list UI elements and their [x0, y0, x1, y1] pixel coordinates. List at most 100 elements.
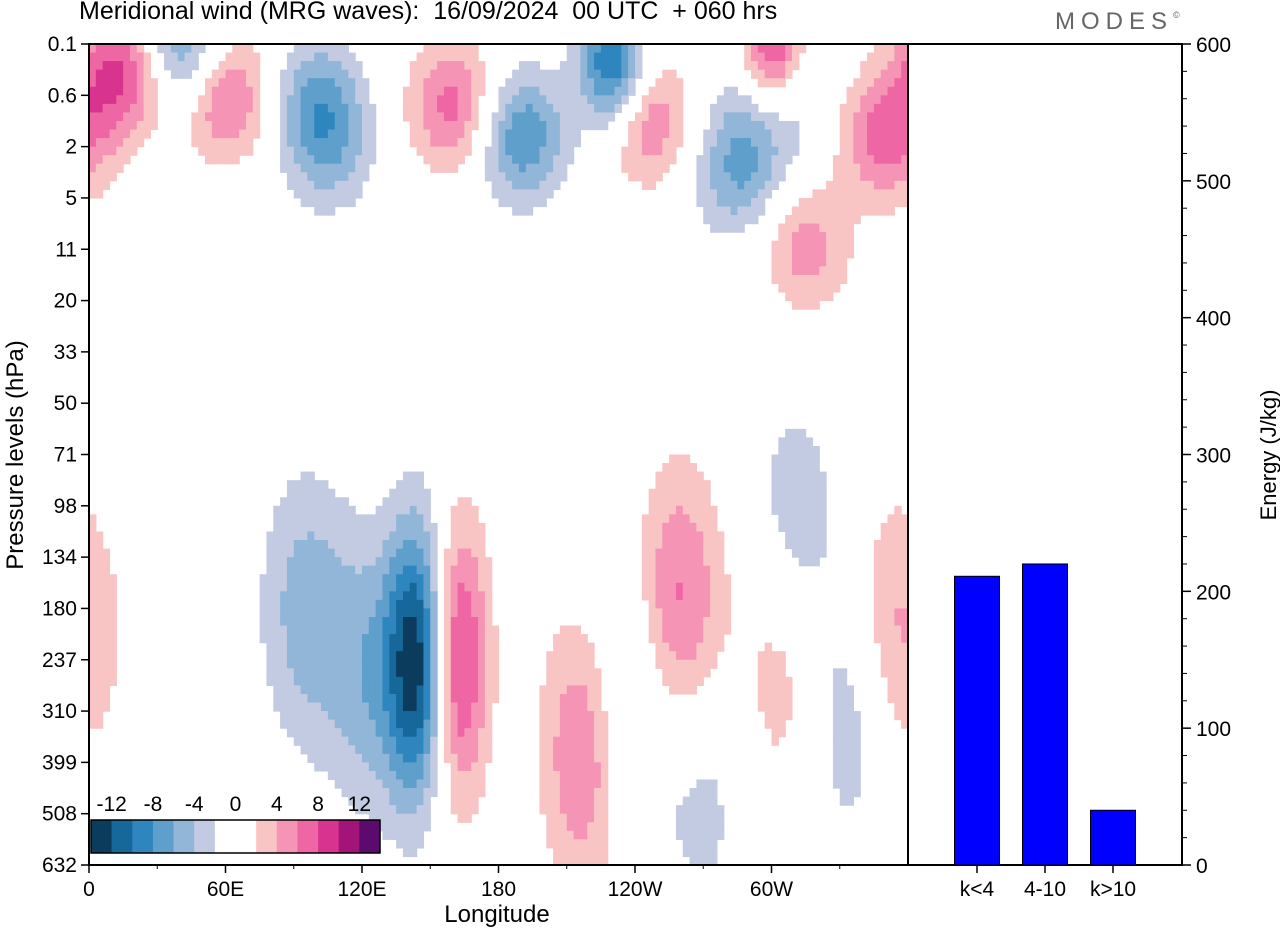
heatmap-cell: [382, 599, 390, 610]
heatmap-cell: [696, 625, 704, 635]
heatmap-cell: [341, 608, 349, 618]
heatmap-cell: [600, 822, 609, 832]
heatmap-cell: [416, 779, 425, 789]
heatmap-cell: [402, 839, 411, 849]
heatmap-cell: [641, 540, 650, 550]
heatmap-cell: [771, 693, 779, 704]
heatmap-cell: [785, 437, 793, 447]
heatmap-cell: [873, 172, 882, 182]
heatmap-cell: [409, 514, 418, 524]
heatmap-cell: [539, 753, 547, 763]
heatmap-cell: [812, 300, 820, 310]
heatmap-cell: [546, 779, 554, 789]
heatmap-cell: [873, 599, 882, 610]
heatmap-cell: [587, 103, 595, 114]
heatmap-cell: [798, 215, 807, 225]
heatmap-cell: [402, 582, 411, 592]
heatmap-cell: [546, 728, 554, 738]
heatmap-cell: [362, 788, 370, 798]
heatmap-cell: [587, 86, 595, 96]
heatmap-cell: [655, 112, 663, 122]
heatmap-cell: [280, 685, 288, 695]
heatmap-cell: [430, 711, 438, 721]
heatmap-cell: [901, 634, 908, 644]
heatmap-cell: [546, 69, 554, 79]
heatmap-cell: [389, 514, 397, 524]
heatmap-cell: [791, 215, 800, 225]
heatmap-cell: [546, 129, 554, 139]
heatmap-cell: [300, 659, 308, 669]
heatmap-cell: [778, 505, 786, 515]
heatmap-cell: [280, 651, 288, 661]
heatmap-cell: [348, 86, 356, 96]
heatmap-cell: [771, 78, 779, 88]
heatmap-cell: [478, 574, 486, 584]
heatmap-cell: [314, 103, 322, 114]
heatmap-cell: [635, 44, 643, 54]
heatmap-cell: [607, 52, 616, 62]
heatmap-cell: [880, 206, 889, 216]
heatmap-cell: [669, 129, 677, 139]
heatmap-cell: [703, 599, 711, 610]
heatmap-cell: [580, 634, 588, 644]
heatmap-cell: [430, 651, 438, 661]
heatmap-cell: [771, 463, 779, 473]
heatmap-cell: [580, 120, 588, 131]
heatmap-cell: [382, 591, 390, 601]
heatmap-cell: [273, 565, 281, 575]
heatmap-cell: [716, 805, 725, 815]
heatmap-cell: [730, 138, 738, 148]
heatmap-cell: [375, 574, 384, 584]
heatmap-cell: [648, 548, 657, 558]
heatmap-cell: [867, 78, 875, 88]
heatmap-cell: [703, 531, 711, 541]
heatmap-cell: [791, 514, 800, 524]
heatmap-cell: [505, 129, 513, 139]
heatmap-cell: [402, 112, 411, 122]
heatmap-cell: [771, 112, 779, 122]
heatmap-cell: [129, 95, 138, 105]
heatmap-cell: [894, 120, 902, 131]
heatmap-cell: [293, 95, 302, 105]
heatmap-cell: [600, 86, 609, 96]
heatmap-cell: [307, 531, 315, 541]
heatmap-cell: [682, 659, 691, 669]
heatmap-cell: [450, 120, 459, 131]
heatmap-cell: [498, 86, 506, 96]
heatmap-cell: [348, 112, 356, 122]
heatmap-cell: [402, 514, 411, 524]
heatmap-cell: [102, 163, 111, 173]
heatmap-cell: [177, 61, 186, 71]
heatmap-cell: [416, 78, 425, 88]
heatmap-cell: [716, 582, 725, 592]
heatmap-cell: [580, 685, 588, 695]
heatmap-cell: [764, 702, 773, 712]
heatmap-cell: [321, 685, 329, 695]
heatmap-cell: [218, 95, 227, 105]
heatmap-cell: [198, 112, 206, 122]
heatmap-cell: [402, 805, 411, 815]
heatmap-cell: [396, 522, 404, 533]
colorbar-segment: [173, 820, 195, 853]
heatmap-cell: [327, 540, 336, 550]
heatmap-cell: [730, 146, 738, 156]
heatmap-cell: [170, 61, 179, 71]
heatmap-cell: [587, 728, 595, 738]
heatmap-cell: [675, 591, 684, 601]
heatmap-cell: [348, 685, 356, 695]
heatmap-cell: [860, 197, 868, 208]
heatmap-cell: [539, 69, 547, 79]
heatmap-cell: [546, 180, 554, 190]
heatmap-cell: [832, 232, 841, 242]
heatmap-cell: [778, 266, 786, 276]
heatmap-cell: [464, 813, 472, 823]
heatmap-cell: [573, 702, 581, 712]
heatmap-cell: [416, 548, 425, 558]
heatmap-cell: [143, 86, 152, 96]
heatmap-cell: [286, 531, 295, 541]
heatmap-cell: [600, 839, 609, 849]
heatmap-cell: [723, 103, 732, 114]
heatmap-cell: [689, 659, 698, 669]
heatmap-cell: [894, 668, 902, 678]
heatmap-cell: [894, 659, 902, 669]
